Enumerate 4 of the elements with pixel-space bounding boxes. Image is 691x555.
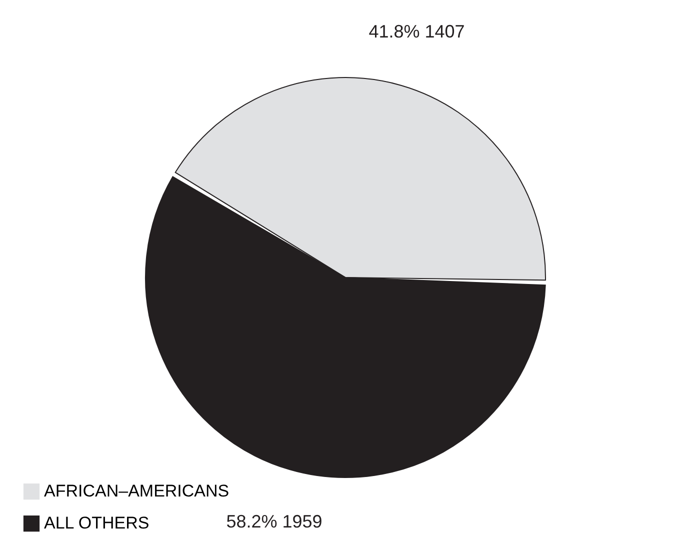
legend-label: AFRICAN–AMERICANS	[44, 482, 230, 500]
data-label: 41.8% 1407	[368, 22, 465, 42]
legend-label: ALL OTHERS	[44, 514, 150, 532]
data-label: 58.2% 1959	[226, 511, 322, 532]
